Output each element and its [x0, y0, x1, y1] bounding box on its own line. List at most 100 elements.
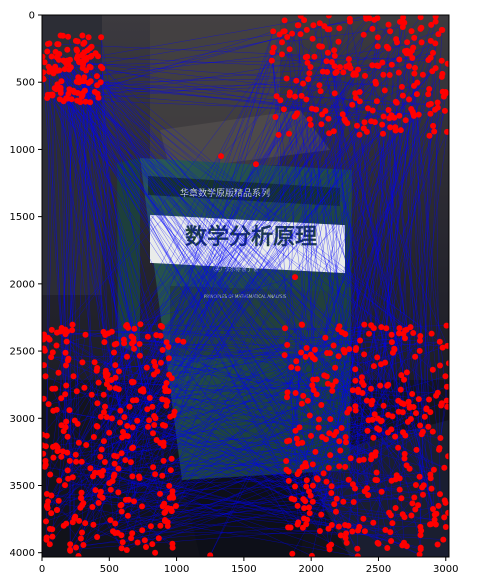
match-line [155, 119, 310, 367]
keypoint [413, 91, 420, 98]
match-line [329, 111, 413, 456]
keypoint [340, 498, 347, 505]
keypoint [100, 438, 107, 445]
match-line [122, 411, 431, 543]
match-line [138, 335, 157, 477]
keypoint [122, 457, 129, 464]
keypoint [133, 397, 140, 404]
keypoint [68, 96, 75, 103]
keypoint [338, 425, 345, 431]
keypoint [378, 488, 385, 495]
keypoint [285, 477, 292, 484]
keypoint [363, 128, 370, 135]
keypoint [253, 161, 259, 168]
keypoint [301, 17, 308, 24]
keypoint [377, 382, 384, 389]
keypoint [85, 79, 92, 86]
keypoint [94, 400, 101, 407]
keypoint [300, 80, 307, 87]
match-line [83, 81, 115, 475]
y-tick-label: 3000 [10, 414, 35, 425]
keypoint [169, 540, 176, 547]
keypoint [437, 362, 443, 369]
keypoint [159, 422, 166, 428]
keypoint [74, 420, 81, 427]
match-line [359, 134, 432, 525]
y-tick-label: 1500 [10, 212, 35, 223]
keypoint [81, 87, 88, 94]
match-line [419, 350, 431, 525]
keypoint [58, 78, 65, 85]
keypoint [73, 388, 80, 395]
match-line [294, 96, 378, 543]
keypoint [309, 461, 316, 468]
keypoint [328, 541, 335, 548]
match-line [162, 31, 274, 351]
keypoint [106, 384, 113, 391]
keypoint [286, 130, 292, 137]
match-line [108, 333, 445, 469]
keypoint [370, 363, 377, 370]
keypoint [438, 402, 445, 409]
keypoint [117, 419, 123, 426]
keypoint [320, 470, 327, 477]
match-line [102, 68, 401, 131]
keypoint [42, 53, 46, 60]
keypoint [387, 529, 394, 536]
keypoint [435, 502, 442, 509]
y-tick-label: 0 [29, 11, 35, 22]
keypoint [118, 501, 125, 508]
keypoint [363, 397, 370, 404]
keypoint [343, 439, 349, 446]
keypoint [74, 53, 81, 60]
match-line [67, 60, 313, 386]
keypoint [438, 73, 445, 80]
keypoint [415, 396, 422, 403]
match-line [97, 19, 305, 57]
keypoint [304, 397, 311, 404]
keypoint [432, 15, 439, 20]
keypoint [288, 364, 295, 371]
keypoint [441, 497, 448, 504]
keypoint [368, 452, 375, 459]
keypoint [273, 93, 280, 100]
match-line [127, 515, 173, 545]
keypoint [100, 467, 107, 474]
keypoint [352, 407, 359, 414]
keypoint [166, 482, 173, 489]
keypoint [285, 524, 292, 531]
keypoint [324, 49, 331, 56]
keypoint [398, 495, 405, 502]
keypoint [152, 471, 159, 478]
keypoint [361, 321, 368, 328]
keypoint [58, 395, 65, 402]
keypoint [426, 396, 432, 403]
keypoint [302, 353, 309, 360]
keypoint [308, 432, 314, 439]
keypoint [360, 515, 367, 522]
keypoint [412, 353, 419, 360]
keypoint [356, 457, 363, 464]
keypoint [42, 395, 47, 402]
keypoint [98, 34, 105, 41]
keypoint [396, 56, 403, 63]
keypoint [368, 385, 374, 392]
match-line [323, 375, 392, 481]
keypoint [442, 89, 449, 95]
keypoint [396, 486, 403, 493]
keypoint [157, 322, 164, 329]
keypoint [60, 428, 67, 435]
keypoint [294, 22, 301, 29]
keypoint [345, 56, 352, 63]
match-line [98, 382, 438, 393]
match-line [56, 89, 375, 367]
keypoint [337, 64, 343, 71]
keypoint [378, 418, 384, 425]
y-tick-label: 2500 [10, 347, 35, 358]
keypoint [303, 26, 310, 33]
keypoint [431, 128, 438, 135]
keypoint [419, 71, 426, 78]
keypoint [46, 40, 53, 47]
keypoint [43, 518, 49, 525]
keypoint [318, 511, 325, 518]
